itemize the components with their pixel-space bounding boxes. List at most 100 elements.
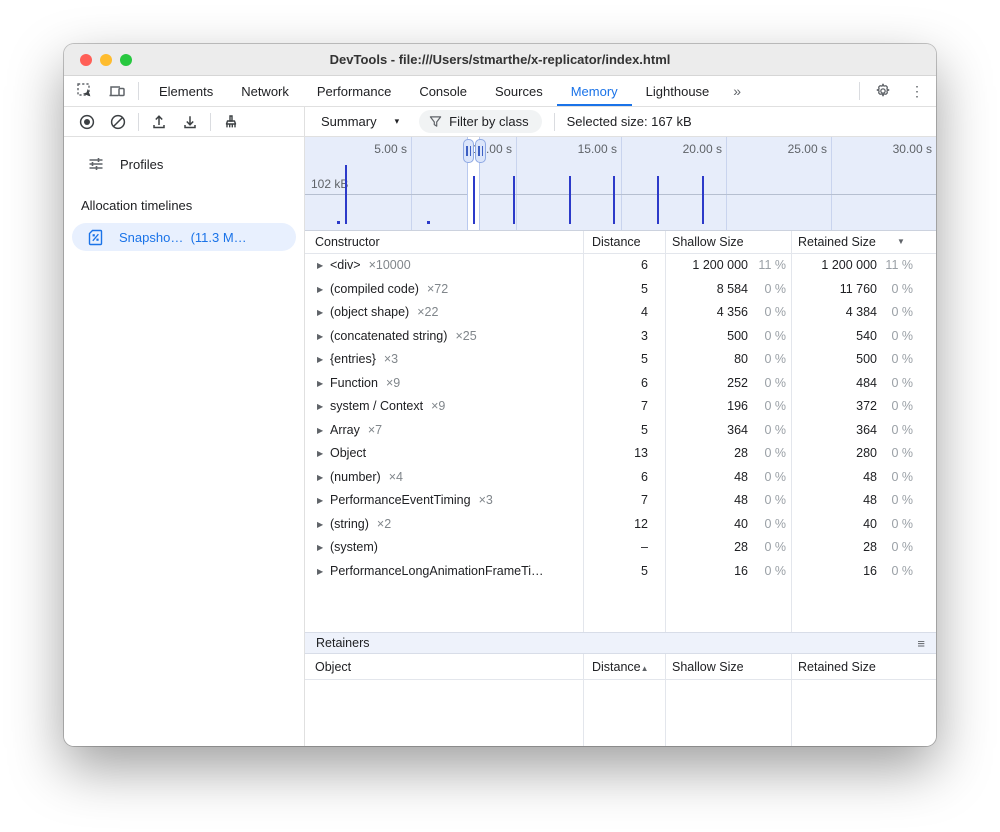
distance-value: 6 (641, 375, 648, 390)
close-window-button[interactable] (80, 54, 92, 66)
expand-triangle-icon[interactable]: ▶ (317, 308, 324, 317)
snapshot-list-item[interactable]: Snapsho… (11.3 M… (72, 223, 296, 251)
constructor-name: <div> ×10000 (330, 258, 411, 272)
column-header-constructor[interactable]: Constructor (315, 235, 380, 249)
expand-triangle-icon[interactable]: ▶ (317, 543, 324, 552)
save-profile-icon[interactable] (179, 111, 201, 133)
divider (138, 112, 139, 131)
expand-triangle-icon[interactable]: ▶ (317, 284, 324, 294)
divider (210, 112, 211, 131)
distance-value: 5 (641, 422, 648, 437)
expand-triangle-icon[interactable]: ▶ (317, 496, 324, 505)
constructor-row[interactable]: ▶ system / Context ×9 7 196 0 % 372 0 % (305, 395, 936, 419)
column-header-distance[interactable]: Distance (592, 235, 641, 249)
minimize-window-button[interactable] (100, 54, 112, 66)
allocation-timeline-overview[interactable]: 102 kB 5.00 s 10.00 s 15.00 s 20.00 s 25.00 … (305, 137, 936, 231)
tab-strip: Elements Network Performance Console Sources… (145, 76, 723, 106)
profiles-header-item[interactable]: Profiles (64, 147, 304, 181)
constructor-row[interactable]: ▶ PerformanceEventTiming ×3 7 48 0 % 48 0… (305, 489, 936, 513)
clean-garbage-brush-icon[interactable] (220, 111, 242, 133)
toggle-device-toolbar-icon[interactable] (106, 80, 128, 102)
shallow-size-percent: 0 % (764, 422, 786, 437)
tab-lighthouse[interactable]: Lighthouse (645, 83, 710, 99)
constructor-row[interactable]: ▶ (compiled code) ×72 5 8 584 0 % 11 760 … (305, 278, 936, 302)
shallow-size-value: 48 (734, 469, 748, 484)
constructor-name: (number) ×4 (330, 469, 403, 484)
selection-right-handle[interactable] (475, 139, 486, 163)
more-tabs-button[interactable]: » (733, 83, 743, 99)
allocation-bar (569, 176, 571, 224)
retained-size-percent: 0 % (891, 540, 913, 554)
time-gridline (726, 137, 727, 230)
zoom-window-button[interactable] (120, 54, 132, 66)
expand-triangle-icon[interactable]: ▶ (317, 355, 324, 364)
tab-sources[interactable]: Sources (495, 83, 543, 99)
constructor-row[interactable]: ▶ (system) – 28 0 % 28 0 % (305, 536, 936, 560)
tab-network[interactable]: Network (241, 83, 289, 99)
time-axis-label: 15.00 s (577, 142, 617, 156)
tab-performance[interactable]: Performance (316, 83, 392, 99)
shallow-size-percent: 0 % (764, 305, 786, 319)
column-header-object[interactable]: Object (315, 660, 352, 674)
column-header-shallow-size[interactable]: Shallow Size (672, 660, 744, 674)
shallow-size-value: 196 (727, 399, 748, 413)
column-divider[interactable] (665, 231, 666, 253)
shallow-size-value: 364 (727, 422, 748, 437)
selected-size-label: Selected size: 167 kB (566, 114, 692, 129)
tab-elements[interactable]: Elements (159, 83, 214, 99)
column-divider[interactable] (583, 231, 584, 253)
column-divider[interactable] (791, 654, 792, 679)
retainers-menu-icon[interactable]: ≡ (917, 635, 925, 651)
column-header-retained-size[interactable]: Retained Size (798, 660, 876, 674)
expand-triangle-icon[interactable]: ▶ (317, 566, 324, 576)
distance-value: 5 (641, 563, 648, 578)
constructor-row[interactable]: ▶ Array ×7 5 364 0 % 364 0 % (305, 419, 936, 443)
time-axis-label: 20.00 s (682, 142, 722, 156)
customize-devtools-kebab-icon[interactable]: ⋮ (910, 82, 924, 99)
tab-memory[interactable]: Memory (557, 76, 632, 106)
constructor-row[interactable]: ▶ <div> ×10000 6 1 200 000 11 % 1 200 000… (305, 254, 936, 278)
constructor-row[interactable]: ▶ (object shape) ×22 4 4 356 0 % 4 384 0 … (305, 301, 936, 325)
shallow-size-percent: 0 % (764, 328, 786, 343)
constructor-row[interactable]: ▶ {entries} ×3 5 80 0 % 500 0 % (305, 348, 936, 372)
expand-triangle-icon[interactable]: ▶ (317, 449, 324, 458)
expand-triangle-icon[interactable]: ▶ (317, 402, 324, 411)
constructor-row[interactable]: ▶ (concatenated string) ×25 3 500 0 % 540… (305, 325, 936, 349)
constructor-row[interactable]: ▶ (number) ×4 6 48 0 % 48 0 % (305, 466, 936, 490)
settings-gear-icon[interactable] (872, 80, 894, 102)
expand-triangle-icon[interactable]: ▶ (317, 378, 324, 388)
column-divider[interactable] (583, 654, 584, 679)
selection-left-handle[interactable] (463, 139, 474, 163)
snapshot-item-text: Snapsho… (11.3 M… (119, 229, 247, 245)
expand-triangle-icon[interactable]: ▶ (317, 331, 324, 341)
load-profile-icon[interactable] (148, 111, 170, 133)
constructor-row[interactable]: ▶ PerformanceLongAnimationFrameTi… 5 16 … (305, 560, 936, 584)
inspect-element-icon[interactable] (74, 80, 96, 102)
column-header-shallow-size[interactable]: Shallow Size (672, 235, 744, 249)
column-divider[interactable] (665, 654, 666, 679)
perspective-select[interactable]: Summary ▾ (315, 111, 405, 132)
expand-triangle-icon[interactable]: ▶ (317, 425, 324, 435)
constructor-row[interactable]: ▶ (string) ×2 12 40 0 % 40 0 % (305, 513, 936, 537)
retained-size-percent: 0 % (891, 352, 913, 366)
memory-axis-label: 102 kB (311, 177, 349, 191)
instance-count: ×4 (388, 469, 403, 484)
clear-profiles-icon[interactable] (107, 111, 129, 133)
expand-triangle-icon[interactable]: ▶ (317, 261, 324, 270)
divider (859, 82, 860, 100)
column-header-retained-size[interactable]: Retained Size (798, 235, 876, 249)
expand-triangle-icon[interactable]: ▶ (317, 519, 324, 529)
column-header-distance[interactable]: Distance▲ (592, 660, 649, 674)
funnel-filter-icon (429, 116, 442, 127)
title-bar[interactable]: DevTools - file:///Users/stmarthe/x-repl… (64, 44, 936, 76)
constructor-row[interactable]: ▶ Function ×9 6 252 0 % 484 0 % (305, 372, 936, 396)
expand-triangle-icon[interactable]: ▶ (317, 472, 324, 482)
constructor-row[interactable]: ▶ Object 13 28 0 % 280 0 % (305, 442, 936, 466)
memory-gridline (305, 194, 936, 195)
tab-console[interactable]: Console (419, 83, 468, 99)
column-divider[interactable] (791, 231, 792, 253)
profiles-label: Profiles (120, 156, 164, 172)
retained-size-value: 500 (856, 352, 877, 366)
class-filter-input[interactable]: Filter by class (419, 110, 542, 133)
record-heap-icon[interactable] (76, 111, 98, 133)
